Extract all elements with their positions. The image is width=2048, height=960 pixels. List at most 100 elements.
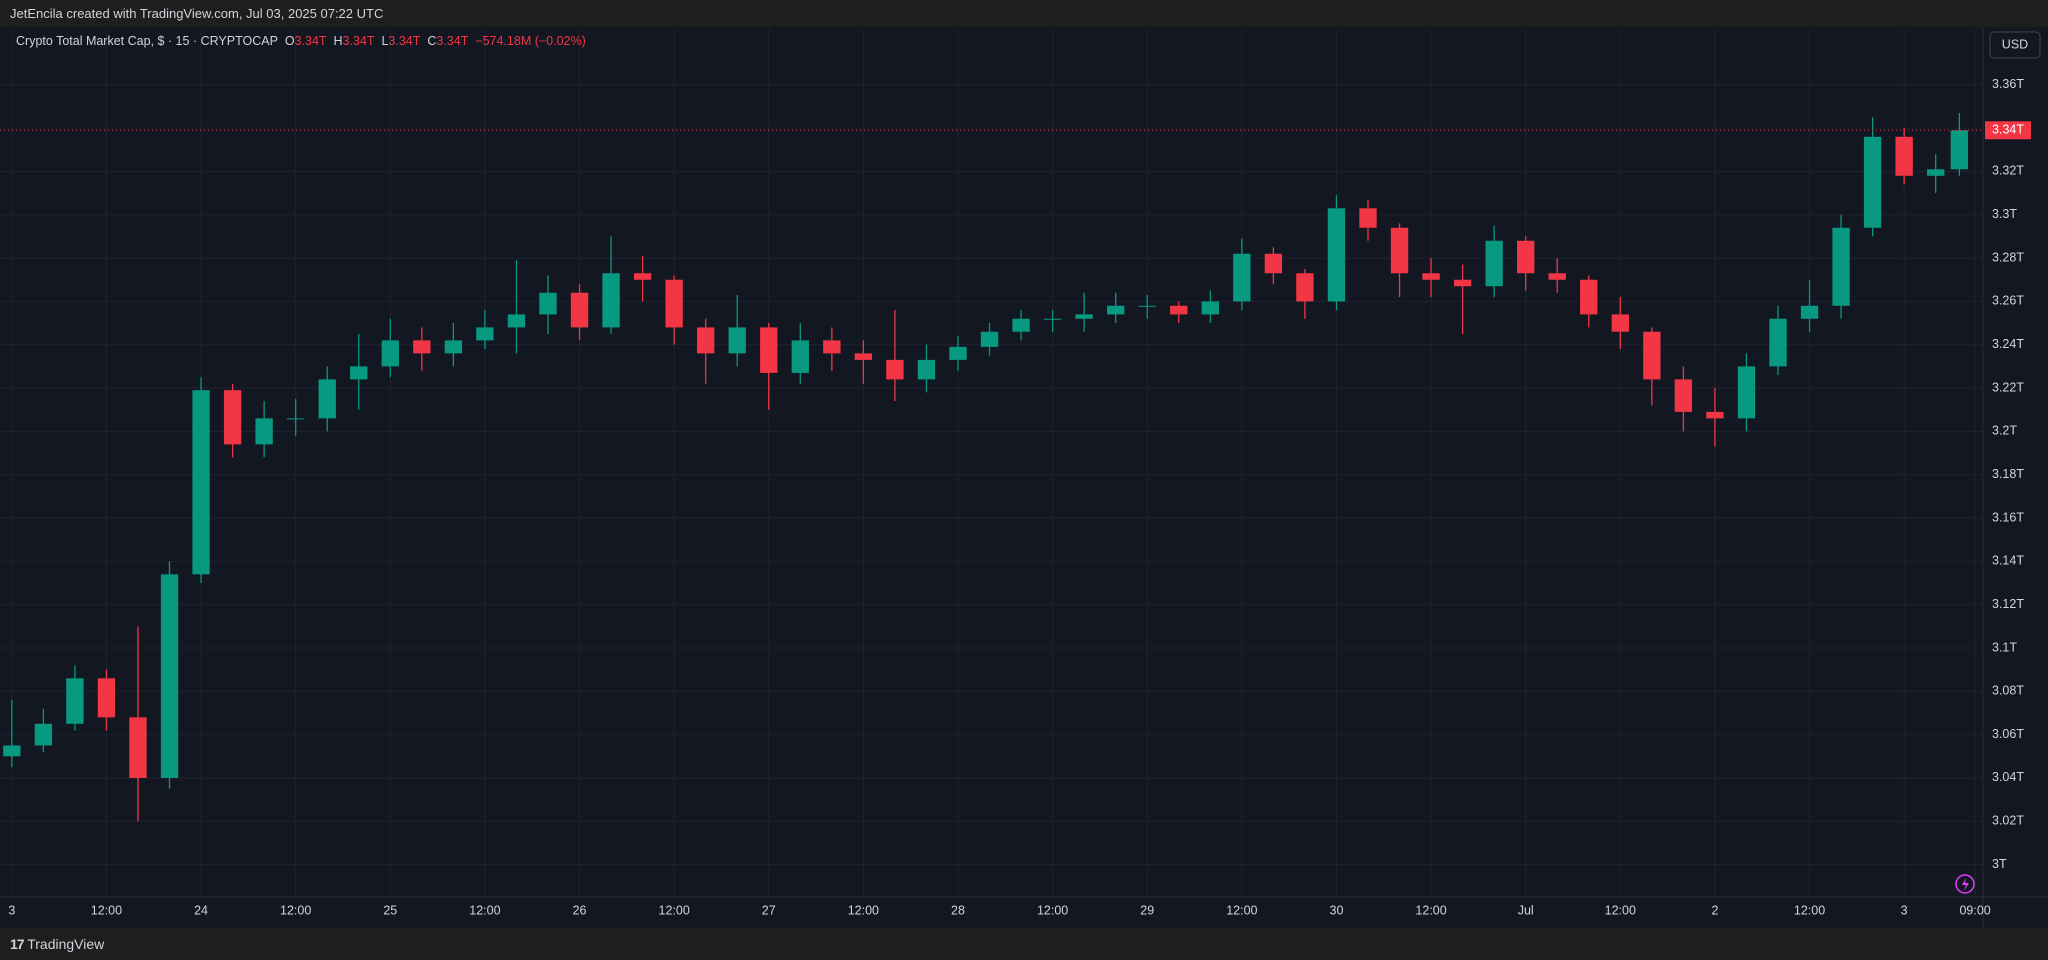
candle-body [1580, 279, 1598, 315]
candle-body [570, 292, 589, 328]
y-tick-label: 3.36T [1992, 77, 2024, 91]
candle-body [287, 418, 305, 420]
candle-body [1327, 208, 1346, 302]
y-tick-label: 3.18T [1992, 467, 2024, 481]
candle-body [1950, 130, 1969, 170]
candle-body [381, 340, 399, 367]
x-tick-label: 12:00 [1037, 903, 1068, 917]
candle-body [255, 418, 273, 445]
candle-body [1043, 318, 1062, 320]
candle-body [791, 340, 809, 373]
candle-body [1927, 169, 1945, 176]
x-tick-label: 3 [8, 903, 15, 917]
x-tick-label: 12:00 [659, 903, 690, 917]
legend-value: 3.34T [342, 34, 375, 48]
x-tick-label: 12:00 [91, 903, 122, 917]
candle-body [1737, 366, 1756, 419]
candle-body [444, 340, 463, 354]
x-tick-label: 3 [1901, 903, 1908, 917]
candle-body [476, 327, 494, 341]
x-tick-label: Jul [1518, 903, 1534, 917]
candle-body [1517, 240, 1535, 274]
candle-body [1390, 227, 1409, 274]
candle-body [1359, 208, 1377, 228]
candle-body [917, 359, 936, 380]
x-tick-label: 25 [383, 903, 397, 917]
candle-body [1107, 305, 1125, 315]
logo-mark: 17 [10, 936, 25, 952]
candle-body [97, 678, 116, 718]
alert-bolt [1962, 878, 1969, 891]
y-tick-label: 3.24T [1992, 337, 2024, 351]
legend: Crypto Total Market Cap, $ · 15 · CRYPTO… [16, 34, 586, 48]
legend-value: 3.34T [294, 34, 327, 48]
y-tick-label: 3.14T [1992, 554, 2024, 568]
candle-body [823, 340, 841, 354]
candle-body [854, 353, 873, 360]
footer-bar: 17 TradingView [0, 928, 2048, 960]
x-tick-label: 29 [1140, 903, 1154, 917]
candle-body [665, 279, 683, 328]
candle-body [1674, 379, 1693, 412]
y-tick-label: 3.28T [1992, 250, 2024, 264]
x-tick-label: 12:00 [280, 903, 311, 917]
candle-body [223, 390, 242, 445]
y-tick-label: 3.04T [1992, 770, 2024, 784]
last-price-tag [1985, 121, 2031, 140]
x-tick-label: 12:00 [1226, 903, 1257, 917]
legend-key: C [427, 34, 437, 48]
x-tick-label: 12:00 [848, 903, 879, 917]
legend-title: Crypto Total Market Cap, $ · 15 · CRYPTO… [16, 34, 278, 48]
legend-key: O [284, 34, 295, 48]
header-text: JetEncila created with TradingView.com, … [10, 6, 384, 21]
chart-background [0, 27, 2048, 928]
y-tick-label: 3.26T [1992, 294, 2024, 308]
x-tick-label: 12:00 [1415, 903, 1446, 917]
y-tick-label: 3.02T [1992, 814, 2024, 828]
x-tick-label: 27 [762, 903, 776, 917]
legend-change: −574.18M (−0.02%) [475, 34, 586, 48]
candle-body [1264, 253, 1283, 274]
y-tick-label: 3.32T [1992, 164, 2024, 178]
candle-body [34, 723, 53, 746]
candle-body [1769, 318, 1787, 367]
candle-body [697, 327, 715, 354]
currency-label: USD [2002, 37, 2028, 51]
candle-body [1485, 240, 1503, 287]
x-tick-label: 12:00 [1794, 903, 1825, 917]
candle-body [318, 379, 336, 419]
candle-body [886, 359, 904, 380]
candle-body [760, 327, 778, 373]
candle-body [1895, 136, 1913, 176]
currency-button[interactable] [1989, 31, 2041, 59]
candle-body [1863, 136, 1882, 228]
footer-brand: TradingView [27, 936, 105, 952]
y-tick-label: 3T [1992, 857, 2007, 871]
y-tick-label: 3.08T [1992, 684, 2024, 698]
x-tick-label: 2 [1711, 903, 1718, 917]
header-bar: JetEncila created with TradingView.com, … [0, 0, 2048, 27]
y-tick-label: 3.12T [1992, 597, 2024, 611]
candle-body [3, 745, 21, 757]
x-tick-label: 12:00 [469, 903, 500, 917]
candle-body [507, 314, 526, 328]
legend-key: H [333, 34, 343, 48]
candle-body [66, 678, 84, 724]
candle-body [413, 340, 431, 354]
candle-body [602, 273, 620, 328]
x-tick-label: 28 [951, 903, 965, 917]
y-tick-label: 3.2T [1992, 424, 2017, 438]
candle-body [129, 717, 147, 778]
candle-body [1800, 305, 1819, 319]
candle-body [539, 292, 557, 315]
legend-value: 3.34T [388, 34, 421, 48]
candle-body [1706, 411, 1724, 419]
candle-body [1296, 273, 1314, 302]
candle-body [1611, 314, 1629, 332]
y-tick-label: 3.16T [1992, 510, 2024, 524]
alert-icon[interactable] [1955, 874, 1975, 894]
x-tick-label: 26 [573, 903, 587, 917]
candle-body [1643, 331, 1661, 380]
